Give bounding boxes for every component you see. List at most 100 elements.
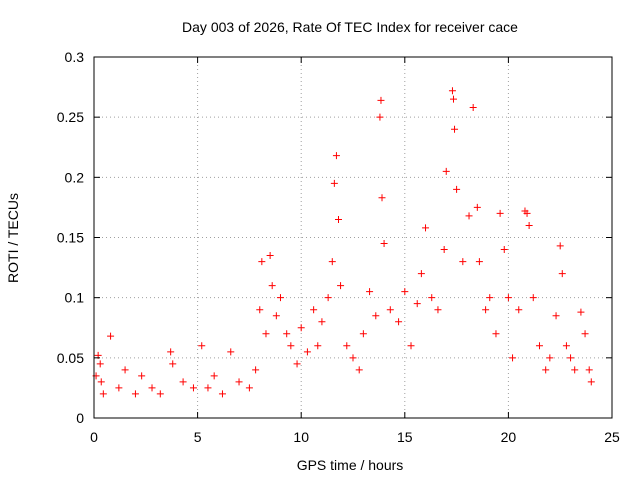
data-point — [395, 318, 403, 326]
data-point — [469, 104, 477, 112]
data-point — [378, 194, 386, 202]
data-point — [366, 288, 374, 296]
data-points — [92, 87, 595, 398]
data-point — [525, 221, 533, 229]
data-point — [318, 318, 326, 326]
data-point — [258, 258, 266, 266]
data-point — [542, 366, 550, 374]
data-point — [475, 258, 483, 266]
data-point — [355, 366, 363, 374]
data-point — [465, 212, 473, 220]
data-point — [401, 288, 409, 296]
data-point — [210, 372, 218, 380]
data-point — [556, 242, 564, 250]
data-point — [448, 87, 456, 95]
data-point — [179, 378, 187, 386]
data-point — [332, 152, 340, 160]
data-point — [121, 366, 129, 374]
data-point — [328, 258, 336, 266]
data-point — [156, 390, 164, 398]
data-point — [198, 342, 206, 350]
data-point — [535, 342, 543, 350]
data-point — [276, 294, 284, 302]
data-point — [138, 372, 146, 380]
data-point — [287, 342, 295, 350]
data-point — [256, 306, 264, 314]
data-point — [413, 300, 421, 308]
data-point — [148, 384, 156, 392]
data-point — [245, 384, 253, 392]
data-point — [376, 113, 384, 121]
data-point — [330, 179, 338, 187]
y-tick-label: 0.2 — [65, 169, 85, 185]
data-point — [334, 215, 342, 223]
data-point — [167, 348, 175, 356]
data-point — [107, 332, 115, 340]
data-point — [442, 167, 450, 175]
y-tick-label: 0.1 — [65, 290, 85, 306]
x-tick-label: 5 — [194, 429, 202, 445]
data-point — [386, 306, 394, 314]
data-point — [515, 306, 523, 314]
data-point — [377, 96, 385, 104]
data-point — [496, 209, 504, 217]
x-tick-label: 10 — [293, 429, 309, 445]
x-tick-label: 15 — [397, 429, 413, 445]
data-point — [407, 342, 415, 350]
data-point — [314, 342, 322, 350]
data-point — [417, 270, 425, 278]
data-point — [473, 203, 481, 211]
data-point — [272, 312, 280, 320]
data-point — [422, 224, 430, 232]
data-point — [434, 306, 442, 314]
data-point — [577, 308, 585, 316]
data-point — [96, 360, 104, 368]
data-point — [262, 330, 270, 338]
data-point — [552, 312, 560, 320]
data-point — [337, 282, 345, 290]
y-tick-label: 0.25 — [57, 109, 84, 125]
y-tick-label: 0 — [76, 410, 84, 426]
data-point — [359, 330, 367, 338]
data-point — [343, 342, 351, 350]
data-point — [453, 185, 461, 193]
data-point — [571, 366, 579, 374]
data-point — [310, 306, 318, 314]
data-point — [324, 294, 332, 302]
data-point — [587, 378, 595, 386]
chart-title: Day 003 of 2026, Rate Of TEC Index for r… — [182, 19, 518, 35]
data-point — [546, 354, 554, 362]
x-tick-label: 25 — [604, 429, 620, 445]
data-point — [509, 354, 517, 362]
data-point — [204, 384, 212, 392]
data-point — [567, 354, 575, 362]
data-point — [303, 348, 311, 356]
data-point — [131, 390, 139, 398]
y-tick-label: 0.15 — [57, 230, 84, 246]
data-point — [99, 390, 107, 398]
y-tick-label: 0.05 — [57, 350, 84, 366]
data-point — [218, 390, 226, 398]
data-point — [529, 294, 537, 302]
data-point — [235, 378, 243, 386]
y-tick-label: 0.3 — [65, 49, 85, 65]
data-point — [266, 252, 274, 260]
data-point — [372, 312, 380, 320]
data-point — [440, 246, 448, 254]
data-point — [297, 324, 305, 332]
axis-ticks: 0 5 10 15 20 25 0 0.05 0.1 0.15 0.2 0.25 0.3 — [57, 49, 620, 445]
data-point — [451, 125, 459, 133]
y-axis-label: ROTI / TECUs — [5, 193, 21, 283]
data-point — [252, 366, 260, 374]
data-point — [449, 95, 457, 103]
data-point — [581, 330, 589, 338]
x-tick-label: 0 — [90, 429, 98, 445]
data-point — [486, 294, 494, 302]
x-axis-label: GPS time / hours — [297, 457, 404, 473]
data-point — [523, 209, 531, 217]
data-point — [227, 348, 235, 356]
data-point — [189, 384, 197, 392]
data-point — [169, 360, 177, 368]
